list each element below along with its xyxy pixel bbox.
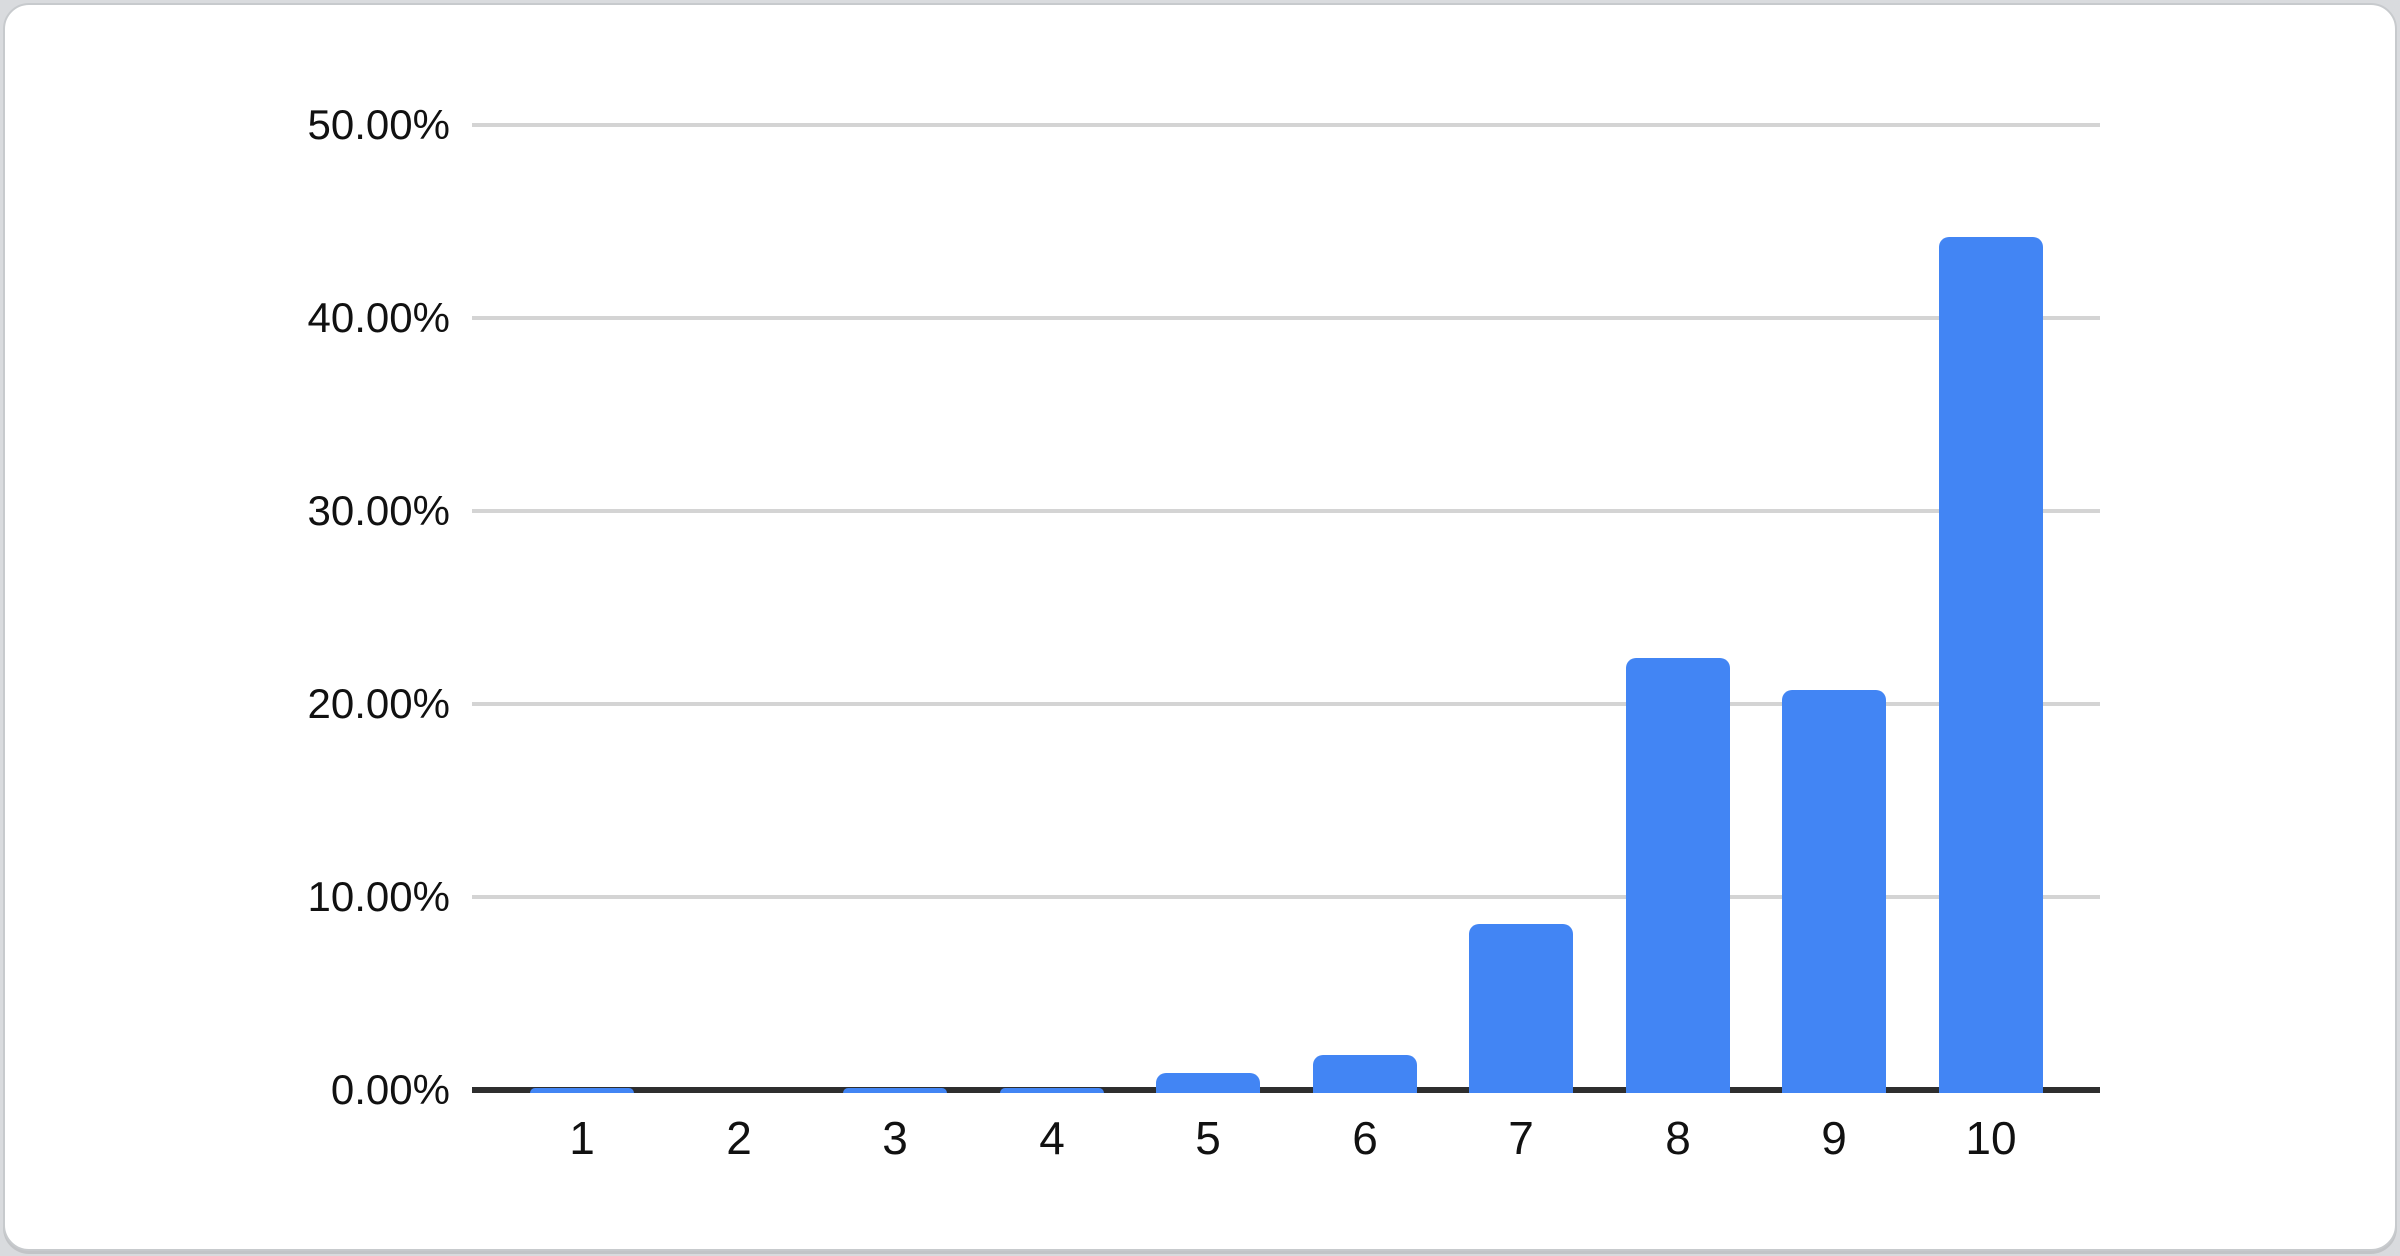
horizontal-gridline (472, 702, 2100, 706)
y-axis-tick-label: 50.00% (307, 101, 450, 148)
x-axis-category-label: 8 (1665, 1112, 1691, 1164)
bar-category-3 (843, 1088, 947, 1093)
horizontal-gridline (472, 316, 2100, 320)
bar-category-5 (1156, 1073, 1260, 1093)
x-axis-category-label: 10 (1965, 1112, 2017, 1164)
bar-category-4 (1000, 1088, 1104, 1093)
horizontal-gridline (472, 509, 2100, 513)
bar-category-9 (1782, 690, 1886, 1093)
x-axis-category-label: 2 (726, 1112, 752, 1164)
y-axis-tick-label: 20.00% (307, 680, 450, 727)
y-axis-tick-label: 30.00% (307, 487, 450, 534)
y-axis-tick-label: 0.00% (330, 1066, 450, 1113)
y-axis-tick-label: 10.00% (307, 873, 450, 920)
chart-card: 0.00% 10.00% 20.00% 30.00% 40.00% 50.00% 1 2 3 4 5… (3, 3, 2397, 1251)
x-axis-category-label: 5 (1195, 1112, 1221, 1164)
bar-category-10 (1939, 237, 2043, 1093)
y-axis-tick-label: 40.00% (307, 294, 450, 341)
x-axis-category-label: 4 (1039, 1112, 1065, 1164)
horizontal-gridline (472, 895, 2100, 899)
x-axis-line (472, 1087, 2100, 1093)
bar-chart-plot-area: 0.00% 10.00% 20.00% 30.00% 40.00% 50.00% 1 2 3 4 5… (5, 5, 2395, 1249)
x-axis-category-label: 9 (1821, 1112, 1847, 1164)
horizontal-gridline (472, 123, 2100, 127)
x-axis-category-label: 7 (1508, 1112, 1534, 1164)
bar-category-8 (1626, 658, 1730, 1093)
x-axis-category-label: 6 (1352, 1112, 1378, 1164)
x-axis-category-label: 3 (882, 1112, 908, 1164)
x-axis-category-label: 1 (569, 1112, 595, 1164)
bar-category-7 (1469, 924, 1573, 1093)
bar-category-6 (1313, 1055, 1417, 1093)
bar-category-1 (530, 1088, 634, 1093)
